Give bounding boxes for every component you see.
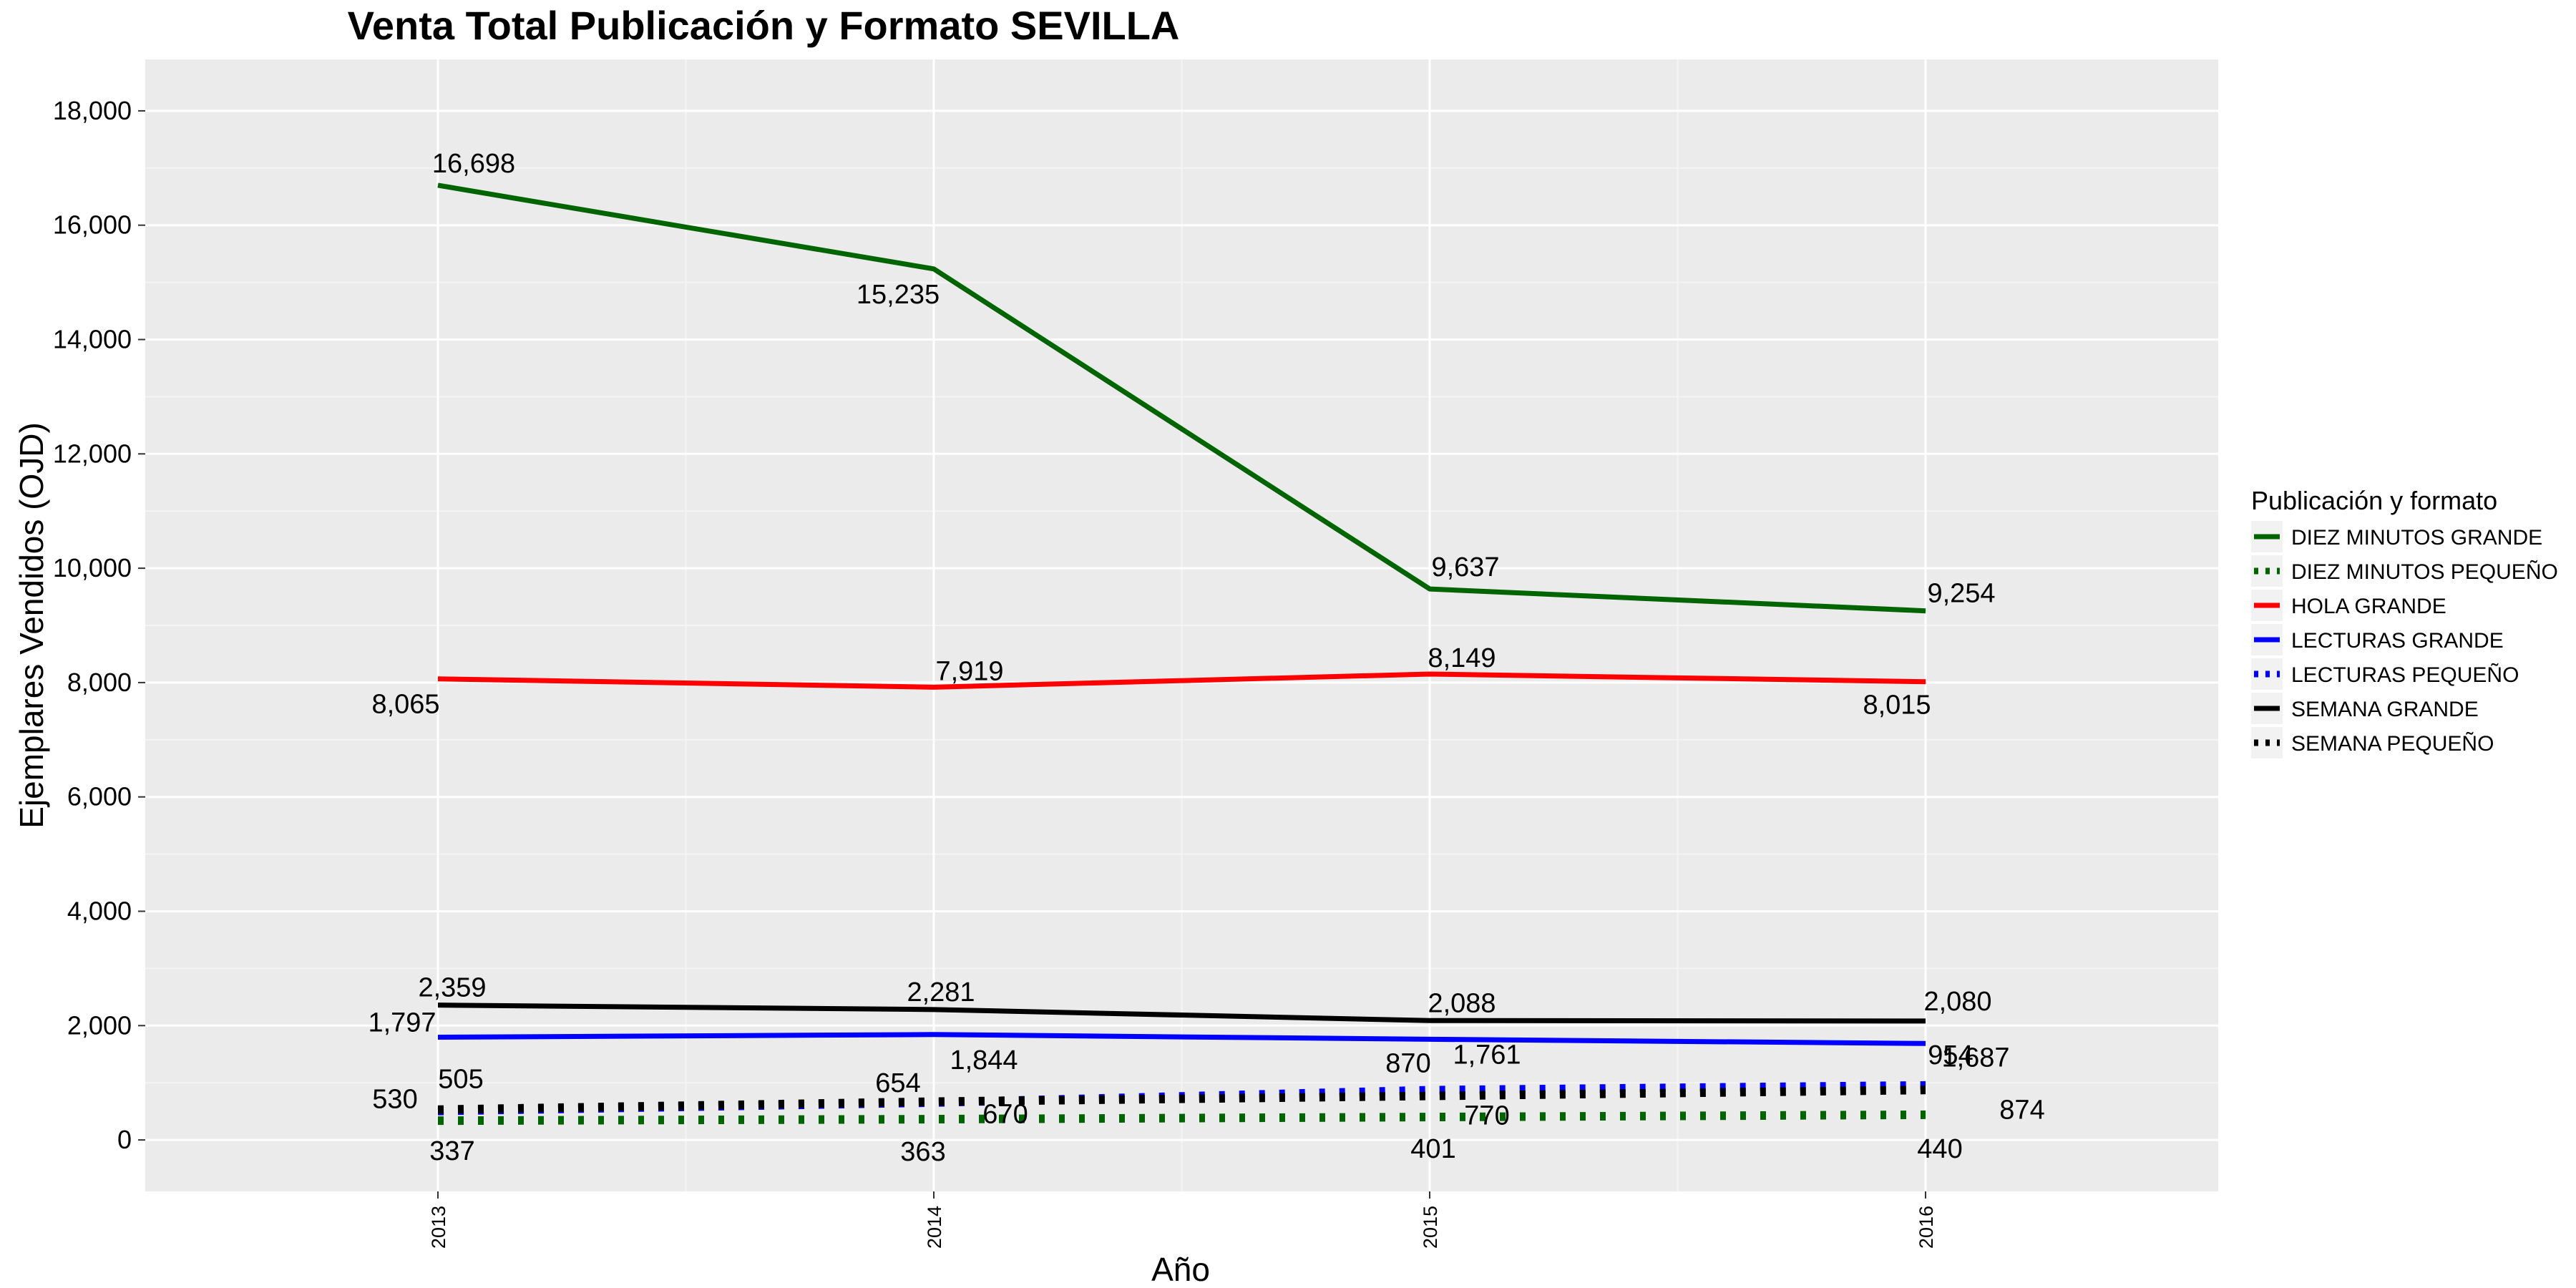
data-label: 8,149 (1428, 643, 1496, 673)
y-tick-label: 16,000 (53, 210, 132, 240)
data-label: 9,254 (1927, 579, 1995, 609)
legend-label: SEMANA PEQUEÑO (2291, 731, 2494, 756)
data-label: 7,919 (935, 656, 1003, 686)
series-line (437, 1032, 1926, 1046)
series-line (437, 182, 1926, 614)
y-tick-label: 14,000 (53, 325, 132, 354)
series-line (437, 1085, 1926, 1114)
y-axis: 0 2,000 4,000 6,000 8,000 10,000 12,000 14,000 1… (53, 96, 145, 1154)
y-tick-label: 12,000 (53, 439, 132, 468)
y-axis-title: Ejemplares Vendidos (OJD) (13, 422, 50, 829)
y-tick-label: 10,000 (53, 553, 132, 582)
data-label: 8,065 (371, 690, 439, 720)
x-axis-title: Año (1151, 1251, 1210, 1288)
legend: Publicación y formato DIEZ MINUTOS GRAND… (2251, 486, 2558, 758)
data-label: 15,235 (857, 280, 940, 310)
series-line (437, 671, 1926, 690)
x-tick-label: 2013 (428, 1206, 449, 1249)
data-label: 874 (1999, 1095, 2044, 1125)
legend-label: DIEZ MINUTOS PEQUEÑO (2291, 560, 2558, 584)
series-lines (437, 182, 1926, 1126)
data-label: 1,844 (950, 1045, 1018, 1075)
legend-label: LECTURAS GRANDE (2291, 629, 2504, 653)
series-line (437, 1002, 1926, 1024)
legend-title: Publicación y formato (2251, 486, 2497, 515)
legend-label: LECTURAS PEQUEÑO (2291, 663, 2519, 687)
legend-label: HOLA GRANDE (2291, 595, 2446, 618)
data-label: 1,761 (1453, 1040, 1521, 1070)
y-tick-label: 8,000 (67, 668, 132, 697)
y-tick-label: 2,000 (67, 1010, 132, 1040)
data-label: 16,698 (432, 149, 515, 179)
legend-label: SEMANA GRANDE (2291, 698, 2479, 721)
data-label: 363 (900, 1137, 945, 1167)
data-label: 670 (982, 1100, 1028, 1130)
minor-gridlines (145, 59, 2218, 1191)
x-axis: 2013 2014 2015 2016 (428, 1191, 1937, 1249)
data-label: 954 (1928, 1040, 1973, 1070)
major-gridlines (145, 59, 2218, 1191)
data-label: 1,687 (1941, 1043, 2009, 1073)
data-labels: 16,698 15,235 9,637 9,254 337 363 401 440 8,065 7… (368, 149, 2044, 1167)
data-label: 654 (875, 1068, 920, 1098)
x-tick-label: 2015 (1420, 1206, 1441, 1249)
y-tick-label: 18,000 (53, 96, 132, 125)
data-label: 1,797 (368, 1008, 436, 1038)
data-label: 2,088 (1428, 988, 1496, 1018)
legend-items: DIEZ MINUTOS GRANDE DIEZ MINUTOS PEQUEÑO H… (2251, 521, 2558, 758)
data-label: 8,015 (1863, 691, 1931, 721)
x-tick-label: 2014 (924, 1206, 945, 1249)
y-tick-label: 6,000 (67, 782, 132, 811)
chart-title: Venta Total Publicación y Formato SEVILL… (348, 3, 1180, 48)
data-label: 2,359 (418, 973, 486, 1003)
data-label: 2,281 (907, 977, 975, 1008)
data-label: 401 (1410, 1134, 1455, 1164)
data-label: 770 (1464, 1101, 1509, 1131)
data-label: 2,080 (1923, 987, 1991, 1017)
data-label: 9,637 (1431, 552, 1499, 582)
data-label: 530 (372, 1085, 417, 1115)
data-label: 440 (1917, 1134, 1962, 1164)
data-label: 337 (429, 1136, 474, 1166)
x-tick-label: 2016 (1916, 1206, 1937, 1249)
y-tick-label: 0 (117, 1125, 132, 1154)
y-tick-label: 4,000 (67, 896, 132, 925)
data-label: 870 (1385, 1049, 1430, 1079)
data-label: 505 (438, 1065, 483, 1095)
legend-label: DIEZ MINUTOS GRANDE (2291, 526, 2542, 550)
series-line (437, 1110, 1926, 1126)
